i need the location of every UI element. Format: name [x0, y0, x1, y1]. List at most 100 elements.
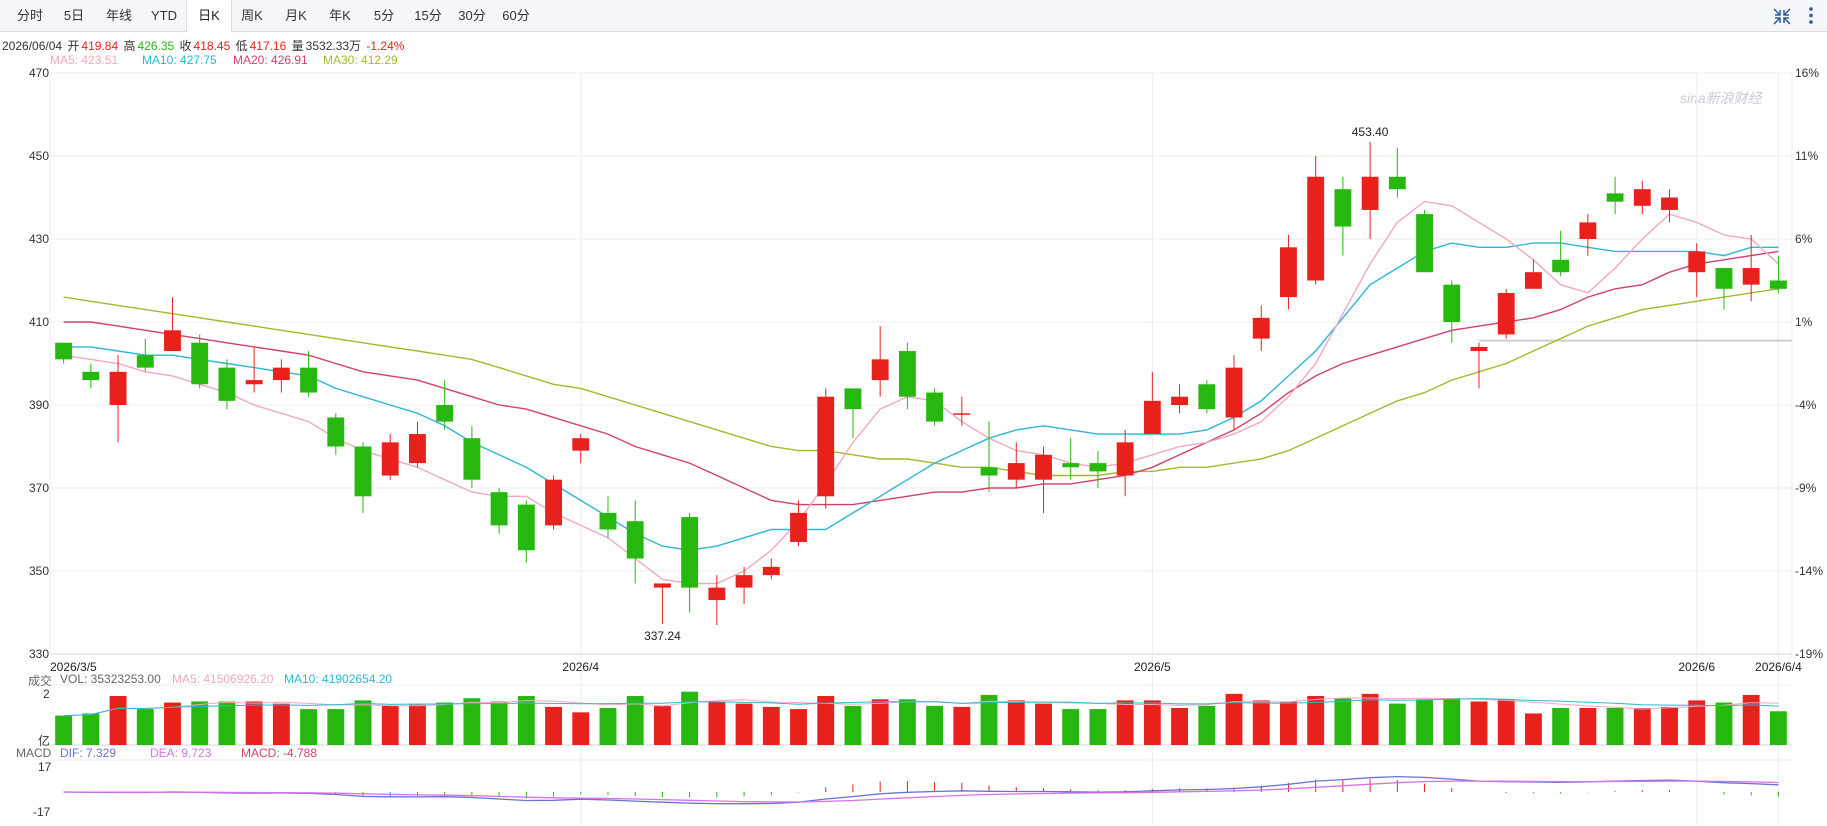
volume-bar-16	[490, 701, 508, 745]
candle-body-44	[1252, 317, 1270, 339]
dea-line	[63, 780, 1779, 803]
candle-body-9	[300, 367, 318, 393]
dif-legend: DIF: 7.329	[60, 746, 117, 760]
volume-bar-8	[272, 703, 290, 745]
volume-bar-17	[517, 696, 535, 745]
volume-bar-55	[1552, 707, 1570, 745]
date-label-4: 2026/6/4	[1755, 660, 1802, 674]
candle-body-14	[436, 405, 454, 422]
volume-bar-20	[599, 707, 617, 745]
volume-bar-50	[1416, 699, 1433, 745]
candle-body-43	[1225, 367, 1243, 418]
candle-body-31	[898, 351, 916, 397]
volume-bar-46	[1307, 696, 1325, 745]
candle-body-61	[1715, 268, 1733, 289]
high-label: 高	[123, 39, 136, 53]
candle-body-57	[1606, 193, 1624, 202]
volume-bar-32	[926, 705, 944, 745]
volume-bar-18	[545, 706, 562, 745]
tab-4[interactable]: 日K	[186, 0, 232, 32]
candle-body-50	[1416, 214, 1433, 273]
compress-icon[interactable]	[1769, 0, 1795, 31]
volume-bar-1	[82, 713, 100, 745]
candle-body-1	[82, 371, 100, 381]
volume-bar-24	[708, 701, 726, 745]
candle-body-47	[1334, 189, 1352, 227]
tab-3[interactable]: YTD	[151, 8, 177, 23]
candle-body-25	[735, 575, 753, 588]
volume-bar-59	[1661, 706, 1678, 745]
candle-body-23	[681, 517, 699, 588]
percent-tick-5: -9%	[1795, 481, 1817, 495]
tab-2[interactable]: 年线	[105, 8, 132, 23]
watermark: sina新浪财经	[1680, 90, 1762, 106]
volume-bar-25	[735, 703, 753, 745]
volume-bar-45	[1280, 701, 1297, 745]
candle-body-54	[1524, 272, 1542, 289]
volume-bar-5	[191, 701, 209, 745]
tab-8[interactable]: 5分	[373, 8, 395, 23]
candle-body-63	[1769, 280, 1787, 289]
candle-body-18	[545, 479, 562, 526]
tab-6[interactable]: 月K	[285, 8, 307, 23]
price-tick-2: 430	[29, 232, 49, 246]
price-tick-6: 350	[29, 564, 49, 578]
volume-bar-6	[218, 701, 236, 745]
low-value: 417.16	[249, 39, 287, 53]
percent-tick-6: -14%	[1795, 564, 1823, 578]
tab-10[interactable]: 30分	[458, 8, 486, 23]
candle-body-27	[790, 512, 807, 542]
volume-bar-43	[1225, 693, 1243, 745]
macd-axis-top: 17	[38, 760, 52, 774]
tab-9[interactable]: 15分	[414, 8, 442, 23]
volume-bar-3	[136, 709, 154, 745]
volume-bar-49	[1388, 703, 1406, 745]
candle-body-8	[272, 367, 290, 381]
volume-bar-37	[1062, 709, 1080, 745]
candle-body-19	[572, 438, 590, 451]
candle-body-28	[817, 396, 835, 497]
candle-body-26	[762, 566, 780, 576]
candle-body-0	[55, 342, 73, 360]
candle-body-12	[381, 442, 399, 476]
tab-5[interactable]: 周K	[241, 8, 263, 23]
volume-bar-34	[980, 694, 998, 745]
ma10-legend: MA10: 427.75	[142, 53, 217, 67]
annotation-1: 337.24	[644, 629, 681, 643]
percent-tick-1: 11%	[1795, 149, 1818, 163]
tab-0[interactable]: 分时	[16, 8, 43, 23]
candle-body-29	[844, 388, 862, 410]
date-label-0: 2026/3/5	[50, 660, 97, 674]
candle-body-35	[1007, 463, 1025, 480]
volume-bar-21	[626, 696, 644, 745]
volume-bar-52	[1470, 701, 1488, 745]
ma10-line	[63, 242, 1779, 552]
price-tick-1: 450	[29, 149, 49, 163]
candle-body-15	[463, 438, 481, 480]
vol-ma5-legend: MA5: 41506926.20	[172, 672, 274, 686]
volume-bar-53	[1497, 699, 1515, 745]
tab-11[interactable]: 60分	[502, 8, 530, 23]
percent-tick-4: -4%	[1795, 398, 1817, 412]
more-vertical-icon[interactable]	[1798, 0, 1824, 31]
candle-body-17	[517, 504, 535, 551]
volume-bar-62	[1742, 694, 1760, 745]
tab-7[interactable]: 年K	[329, 8, 351, 23]
candle-body-11	[354, 446, 372, 497]
vol-ma10-legend: MA10: 41902654.20	[284, 672, 393, 686]
tab-1[interactable]: 5日	[63, 8, 85, 23]
candle-body-33	[953, 413, 971, 415]
date-label-2: 2026/5	[1134, 660, 1171, 674]
volume-bar-48	[1361, 693, 1379, 745]
candle-body-21	[626, 521, 644, 559]
open-value: 419.84	[81, 39, 119, 53]
volume-value: 3532.33万	[305, 39, 362, 53]
price-tick-3: 410	[29, 315, 49, 329]
price-tick-4: 390	[29, 398, 49, 412]
candle-body-58	[1633, 189, 1651, 206]
volume-bar-58	[1633, 707, 1651, 745]
candle-body-16	[490, 492, 508, 526]
candle-body-10	[327, 417, 345, 447]
volume-bar-14	[436, 702, 454, 745]
